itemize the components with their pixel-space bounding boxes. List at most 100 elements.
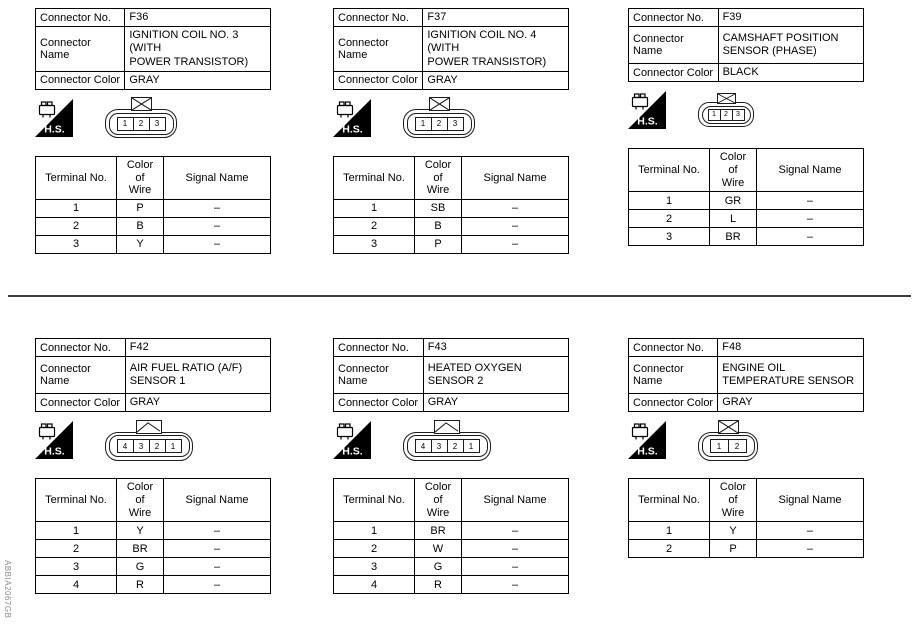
terminal-no: 3 xyxy=(333,557,415,577)
connector-name-value: ENGINE OIL TEMPERATURE SENSOR xyxy=(717,356,864,395)
signal-name-header: Signal Name xyxy=(756,478,864,523)
connector-color-label: Connector Color xyxy=(35,393,126,413)
wire-color: BR xyxy=(414,521,462,541)
connector-face-drawing: 1 2 3 xyxy=(105,97,177,139)
wire-color: P xyxy=(414,234,462,254)
connector-no-label: Connector No. xyxy=(34,7,126,28)
terminal-table: Terminal No. Color of Wire Signal Name 1… xyxy=(35,478,271,595)
table-row: 3 BR – xyxy=(628,227,864,247)
pin-number: 3 xyxy=(446,116,464,131)
pin-number: 3 xyxy=(132,439,150,454)
connector-latch-icon xyxy=(716,93,736,105)
section-divider xyxy=(8,295,911,297)
connector-face-drawing: 1 2 xyxy=(698,419,758,461)
hs-label: H.S. xyxy=(637,116,658,128)
table-row: Connector Color GRAY xyxy=(627,393,864,413)
terminal-no: 1 xyxy=(333,521,415,541)
pin-number: 4 xyxy=(116,439,134,454)
terminal-no: 3 xyxy=(35,234,117,254)
table-row: Connector Name ENGINE OIL TEMPERATURE SE… xyxy=(627,356,864,395)
connector-info-table: Connector No. F48 Connector Name ENGINE … xyxy=(627,337,864,413)
connector-latch-icon xyxy=(136,419,162,434)
connector-latch-icon xyxy=(428,97,450,112)
connector-info-table: Connector No. F42 Connector Name AIR FUE… xyxy=(35,337,272,413)
table-row: Terminal No. Color of Wire Signal Name xyxy=(628,148,864,193)
wire-color: SB xyxy=(414,198,462,218)
terminal-table: Terminal No. Color of Wire Signal Name 1… xyxy=(628,478,864,559)
wire-color: B xyxy=(414,216,462,236)
harness-side-view-icon: H.S. xyxy=(35,421,73,460)
connector-no-value: F37 xyxy=(422,7,569,28)
connector-name-value: AIR FUEL RATIO (A/F) SENSOR 1 xyxy=(124,356,272,395)
hs-label: H.S. xyxy=(44,446,65,458)
signal-name: – xyxy=(461,198,569,218)
signal-name: – xyxy=(756,227,864,247)
terminal-no: 2 xyxy=(35,539,117,559)
terminal-no: 1 xyxy=(35,521,117,541)
terminal-no: 2 xyxy=(628,539,710,559)
harness-side-view-icon: H.S. xyxy=(35,98,73,137)
terminal-table: Terminal No. Color of Wire Signal Name 1… xyxy=(333,155,569,254)
table-row: Connector No. F39 xyxy=(628,7,865,28)
wire-color: B xyxy=(116,216,164,236)
pin-number: 1 xyxy=(116,116,134,131)
pin-number: 2 xyxy=(446,439,464,454)
pin-number: 3 xyxy=(148,116,166,131)
signal-name-header: Signal Name xyxy=(461,155,569,200)
wire-color: R xyxy=(116,575,164,595)
signal-name: – xyxy=(461,234,569,254)
connector-block-f37: Connector No. F37 Connector Name IGNITIO… xyxy=(332,7,570,254)
connector-color-value: GRAY xyxy=(124,393,272,413)
terminal-no: 2 xyxy=(333,216,415,236)
icon-row: H.S. 4 3 2 1 xyxy=(35,418,272,462)
wire-color: GR xyxy=(709,191,757,211)
figure-code: ABBIA2067GB xyxy=(3,560,12,619)
signal-name: – xyxy=(461,521,569,541)
wire-color: BR xyxy=(116,539,164,559)
wire-color: BR xyxy=(709,227,757,247)
terminal-no: 2 xyxy=(333,539,415,559)
connector-color-label: Connector Color xyxy=(34,70,126,90)
pin-number: 2 xyxy=(148,439,166,454)
connector-no-value: F48 xyxy=(717,337,864,358)
table-row: 4 R – xyxy=(333,575,569,595)
connector-block-f39: Connector No. F39 Connector Name CAMSHAF… xyxy=(628,7,865,247)
wire-color: Y xyxy=(709,521,757,541)
terminal-table: Terminal No. Color of Wire Signal Name 1… xyxy=(35,155,271,254)
connector-latch-icon xyxy=(130,97,152,112)
table-row: Connector No. F36 xyxy=(34,7,271,28)
icon-row: H.S. 1 2 3 xyxy=(35,96,272,140)
connector-name-value: IGNITION COIL NO. 4 (WITH POWER TRANSIST… xyxy=(422,26,569,72)
connector-color-value: BLACK xyxy=(717,63,865,83)
connector-color-label: Connector Color xyxy=(627,393,719,413)
signal-name: – xyxy=(756,521,864,541)
connector-color-value: GRAY xyxy=(422,70,569,90)
signal-name: – xyxy=(756,209,864,229)
table-row: Connector Name IGNITION COIL NO. 4 (WITH… xyxy=(332,26,569,72)
pin-number: 4 xyxy=(414,439,432,454)
connector-info-table: Connector No. F43 Connector Name HEATED … xyxy=(333,337,570,413)
table-row: Connector Name IGNITION COIL NO. 3 (WITH… xyxy=(34,26,271,72)
table-row: Connector Name CAMSHAFT POSITION SENSOR … xyxy=(628,26,865,65)
color-of-wire-header: Color of Wire xyxy=(709,478,757,523)
signal-name: – xyxy=(461,539,569,559)
table-row: Connector Name AIR FUEL RATIO (A/F) SENS… xyxy=(35,356,272,395)
table-row: Terminal No. Color of Wire Signal Name xyxy=(35,478,271,523)
terminal-no: 3 xyxy=(35,557,117,577)
icon-row: H.S. 1 2 xyxy=(628,418,865,462)
terminal-no: 2 xyxy=(628,209,710,229)
table-row: 4 R – xyxy=(35,575,271,595)
harness-side-view-icon: H.S. xyxy=(333,98,371,137)
connector-face-drawing: 1 2 3 xyxy=(403,97,475,139)
pin-number: 1 xyxy=(462,439,480,454)
table-row: 1 GR – xyxy=(628,191,864,211)
signal-name: – xyxy=(461,216,569,236)
pin-number: 3 xyxy=(430,439,448,454)
connector-block-f36: Connector No. F36 Connector Name IGNITIO… xyxy=(34,7,272,254)
table-row: Connector No. F37 xyxy=(332,7,569,28)
connector-no-label: Connector No. xyxy=(333,337,424,358)
color-of-wire-header: Color of Wire xyxy=(709,148,757,193)
harness-side-view-icon: H.S. xyxy=(333,421,371,460)
terminal-no: 1 xyxy=(628,191,710,211)
pin-number: 2 xyxy=(132,116,150,131)
